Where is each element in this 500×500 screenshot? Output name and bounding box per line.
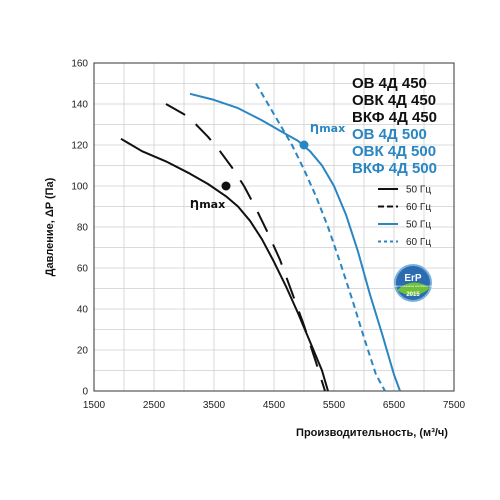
series-line-3 <box>255 82 386 392</box>
legend-label: 50 Гц <box>406 185 431 196</box>
model-label: ОВ 4Д 450 <box>352 75 427 92</box>
x-tick-label: 2500 <box>143 400 166 411</box>
x-tick-label: 4500 <box>263 400 286 411</box>
erp-badge-label: энергетическое соответствие <box>393 284 434 288</box>
y-tick-label: 120 <box>71 141 88 152</box>
series-line-0 <box>120 137 329 392</box>
y-tick-label: 100 <box>71 182 88 193</box>
series-line-1 <box>165 103 326 392</box>
y-tick-label: 80 <box>77 223 89 234</box>
series-line-2 <box>189 92 401 392</box>
y-tick-label: 140 <box>71 100 88 111</box>
y-tick-label: 40 <box>77 305 89 316</box>
legend-label: 60 Гц <box>406 202 431 213</box>
y-tick-label: 160 <box>71 59 88 70</box>
x-tick-label: 6500 <box>383 400 406 411</box>
model-label: ВКФ 4Д 500 <box>352 160 437 177</box>
legend-label: 60 Гц <box>406 237 431 248</box>
model-label: ВКФ 4Д 450 <box>352 109 437 126</box>
model-label: ОВК 4Д 450 <box>352 92 436 109</box>
legend-label: 50 Гц <box>406 220 431 231</box>
x-axis-label: Производительность, (м³/ч) <box>296 427 448 439</box>
model-label: ОВ 4Д 500 <box>352 126 427 143</box>
tick-labels: 1500 2500 3500 4500 5500 6500 7500 0 20 40 60 80 100… <box>71 59 465 412</box>
model-label: ОВК 4Д 500 <box>352 143 436 160</box>
eta-max-point <box>221 181 231 191</box>
x-tick-label: 7500 <box>443 400 466 411</box>
curves: Ƞmax Ƞmax <box>120 82 401 392</box>
y-axis-label: Давление, ΔP (Па) <box>44 177 56 276</box>
y-tick-label: 20 <box>77 346 89 357</box>
erp-badge-text: ErP <box>404 273 422 284</box>
y-tick-label: 0 <box>82 387 88 398</box>
erp-badge-year: 2015 <box>406 292 420 298</box>
x-tick-label: 1500 <box>83 400 106 411</box>
x-tick-label: 3500 <box>203 400 226 411</box>
eta-max-label: Ƞmax <box>310 122 345 135</box>
x-tick-label: 5500 <box>323 400 346 411</box>
erp-badge: ErP энергетическое соответствие 2015 <box>393 264 434 302</box>
plot-frame <box>93 62 455 392</box>
eta-max-point <box>299 140 309 150</box>
eta-max-label: Ƞmax <box>190 198 225 211</box>
erp-badge-leaf <box>397 282 430 296</box>
legend: 50 Гц 60 Гц 50 Гц 60 Гц <box>378 185 431 248</box>
y-tick-label: 60 <box>77 264 89 275</box>
